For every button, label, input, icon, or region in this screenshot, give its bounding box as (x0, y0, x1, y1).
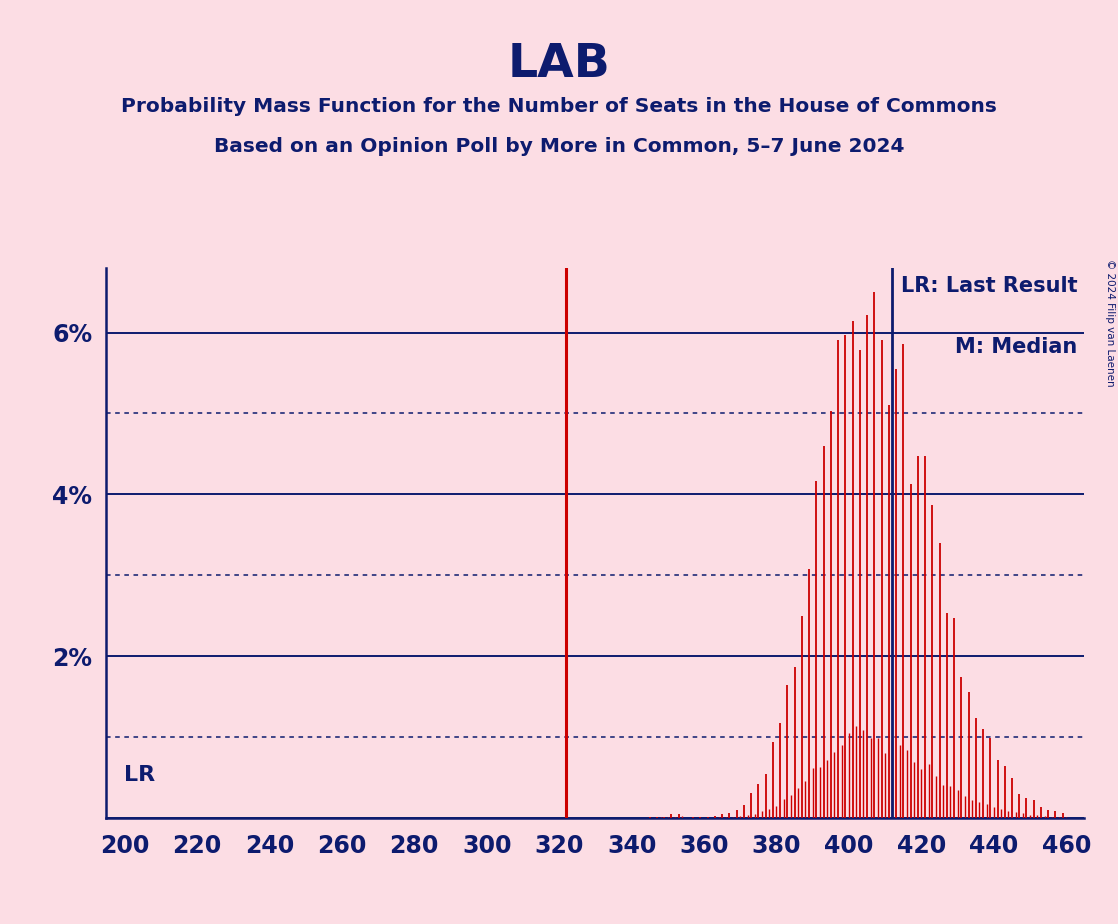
Text: LR: Last Result: LR: Last Result (901, 276, 1078, 297)
Text: LAB: LAB (508, 42, 610, 87)
Text: Probability Mass Function for the Number of Seats in the House of Commons: Probability Mass Function for the Number… (121, 97, 997, 116)
Text: © 2024 Filip van Laenen: © 2024 Filip van Laenen (1106, 259, 1115, 386)
Text: M: Median: M: Median (955, 336, 1078, 357)
Text: Based on an Opinion Poll by More in Common, 5–7 June 2024: Based on an Opinion Poll by More in Comm… (214, 137, 904, 156)
Text: LR: LR (124, 765, 155, 785)
